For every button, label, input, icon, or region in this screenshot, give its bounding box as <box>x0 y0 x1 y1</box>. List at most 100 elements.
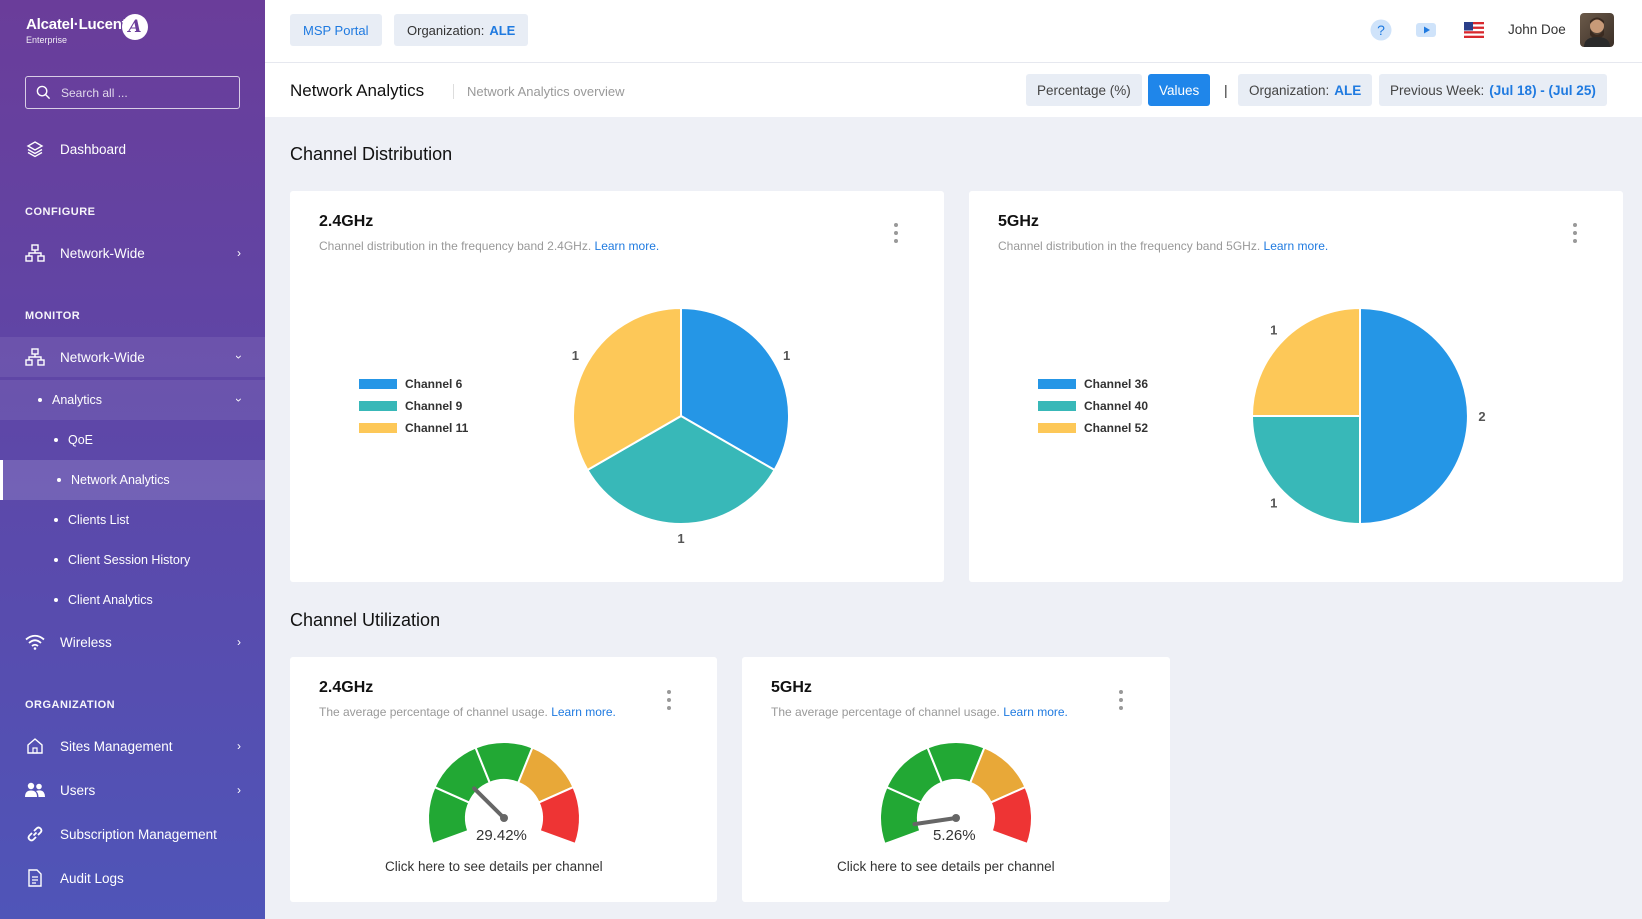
chevron-down-icon: › <box>232 398 246 402</box>
channel-details-link[interactable]: Click here to see details per channel <box>837 859 1055 874</box>
legend-label: Channel 6 <box>405 377 463 391</box>
pie-data-label: 2 <box>1478 409 1485 424</box>
pie-slice-channel-11[interactable] <box>572 306 682 472</box>
sidebar-item-wireless[interactable]: Wireless › <box>0 622 265 662</box>
organization-filter[interactable]: Organization: ALE <box>1238 74 1373 106</box>
section-title-channel-utilization: Channel Utilization <box>290 610 441 630</box>
gauge-chart-2-4ghz[interactable] <box>290 657 717 902</box>
card-title: 5GHz <box>771 679 812 696</box>
sidebar-item-analytics[interactable]: Analytics › <box>0 380 265 420</box>
sidebar-item-label: Analytics <box>52 393 103 407</box>
sidebar-item-label: Clients List <box>68 513 130 527</box>
pie-slice-channel-6[interactable] <box>680 306 790 472</box>
legend-item: Channel 11 <box>359 417 468 439</box>
brand-logo[interactable]: Alcatel·Lucent Enterprise A <box>26 14 166 50</box>
sidebar: Alcatel·Lucent Enterprise A Dashboard CO… <box>0 0 265 919</box>
period-filter-value: (Jul 18) - (Jul 25) <box>1489 82 1596 98</box>
brand-sub: Enterprise <box>26 35 68 45</box>
channel-utilization-card-5ghz: 5GHz The average percentage of channel u… <box>742 657 1170 902</box>
avatar[interactable] <box>1580 13 1614 47</box>
channel-details-link[interactable]: Click here to see details per channel <box>385 859 603 874</box>
bullet-icon <box>38 398 42 402</box>
gauge-segment-5 <box>537 785 581 846</box>
pie-data-label: 1 <box>783 348 790 363</box>
values-toggle[interactable]: Values <box>1148 74 1211 106</box>
msp-portal-label: MSP Portal <box>303 22 369 38</box>
page-title: Network Analytics <box>290 81 425 100</box>
gauge-chart-5ghz[interactable] <box>742 657 1170 902</box>
bullet-icon <box>54 558 58 562</box>
sidebar-item-sites-management[interactable]: Sites Management › <box>0 726 265 766</box>
percentage-toggle[interactable]: Percentage (%) <box>1026 74 1142 106</box>
pie-slice-channel-40[interactable] <box>1250 415 1361 526</box>
search-box[interactable] <box>25 76 240 109</box>
legend-swatch <box>1038 379 1076 389</box>
period-filter[interactable]: Previous Week: (Jul 18) - (Jul 25) <box>1379 74 1607 106</box>
sidebar-item-qoe[interactable]: QoE <box>0 420 265 460</box>
sidebar-item-users[interactable]: Users › <box>0 770 265 810</box>
search-input[interactable] <box>61 85 221 100</box>
help-icon[interactable]: ? <box>1370 19 1392 41</box>
pie-chart-5ghz: 2 1 1 <box>1250 306 1486 526</box>
card-description: The average percentage of channel usage.… <box>319 705 616 719</box>
brand-emblem-icon: A <box>122 14 148 40</box>
sidebar-item-label: Audit Logs <box>60 870 124 886</box>
sidebar-item-configure-network-wide[interactable]: Network-Wide › <box>0 233 265 273</box>
chevron-right-icon: › <box>237 635 241 649</box>
legend-label: Channel 40 <box>1084 399 1149 413</box>
sidebar-item-client-analytics[interactable]: Client Analytics <box>0 580 265 620</box>
video-icon[interactable] <box>1415 19 1437 41</box>
pie-data-label: 1 <box>677 531 684 546</box>
organization-filter-value: ALE <box>1334 82 1362 98</box>
breadcrumb: Network Analytics overview <box>453 84 625 99</box>
more-options-icon[interactable] <box>666 690 672 710</box>
msp-portal-button[interactable]: MSP Portal <box>290 14 382 46</box>
pie-slice-channel-36[interactable] <box>1359 306 1469 526</box>
learn-more-link[interactable]: Learn more. <box>1263 239 1329 253</box>
pie-data-label: 1 <box>1270 323 1277 338</box>
gauge-segment-5 <box>989 785 1033 846</box>
user-name[interactable]: John Doe <box>1508 22 1566 37</box>
legend-swatch <box>359 401 397 411</box>
sidebar-item-audit-logs[interactable]: Audit Logs <box>0 858 265 898</box>
section-organization: ORGANIZATION <box>25 699 116 711</box>
channel-distribution-card-2-4ghz: 2.4GHz Channel distribution in the frequ… <box>290 191 944 582</box>
sidebar-item-clients-list[interactable]: Clients List <box>0 500 265 540</box>
card-description: Channel distribution in the frequency ba… <box>319 239 659 253</box>
pie-slice-channel-9[interactable] <box>586 414 776 525</box>
more-options-icon[interactable] <box>1118 690 1124 710</box>
sidebar-item-label: Wireless <box>60 634 112 650</box>
sidebar-item-label: Subscription Management <box>60 826 217 842</box>
us-flag-icon[interactable] <box>1463 19 1485 41</box>
bullet-icon <box>54 518 58 522</box>
sidebar-item-network-analytics[interactable]: Network Analytics <box>0 460 265 500</box>
legend-swatch <box>1038 401 1076 411</box>
bullet-icon <box>57 478 61 482</box>
bullet-icon <box>54 598 58 602</box>
more-options-icon[interactable] <box>893 223 899 243</box>
pie-data-label: 1 <box>1270 495 1277 510</box>
learn-more-link[interactable]: Learn more. <box>1003 705 1068 719</box>
more-options-icon[interactable] <box>1572 223 1578 243</box>
home-icon <box>24 735 46 757</box>
legend-item: Channel 36 <box>1038 373 1148 395</box>
learn-more-link[interactable]: Learn more. <box>551 705 616 719</box>
legend-label: Channel 9 <box>405 399 463 413</box>
organization-selector[interactable]: Organization: ALE <box>394 14 529 46</box>
learn-more-link[interactable]: Learn more. <box>594 239 660 253</box>
sidebar-item-dashboard[interactable]: Dashboard <box>0 129 265 169</box>
search-icon <box>36 85 51 100</box>
pie-slice-channel-52[interactable] <box>1250 306 1361 417</box>
card-title: 2.4GHz <box>319 679 374 696</box>
chart-legend: Channel 36 Channel 40 Channel 52 <box>1038 373 1148 439</box>
sidebar-item-monitor-network-wide[interactable]: Network-Wide › <box>0 337 265 377</box>
sidebar-item-client-session-history[interactable]: Client Session History <box>0 540 265 580</box>
top-bar: MSP Portal Organization: ALE ? John Doe <box>265 0 1642 63</box>
card-title: 2.4GHz <box>319 213 374 230</box>
organization-value: ALE <box>489 22 516 38</box>
organization-filter-label: Organization: <box>1249 82 1330 98</box>
svg-text:?: ? <box>1377 22 1385 38</box>
sidebar-item-label: QoE <box>68 433 94 447</box>
separator: | <box>1224 82 1228 98</box>
sidebar-item-subscription-management[interactable]: Subscription Management <box>0 814 265 854</box>
